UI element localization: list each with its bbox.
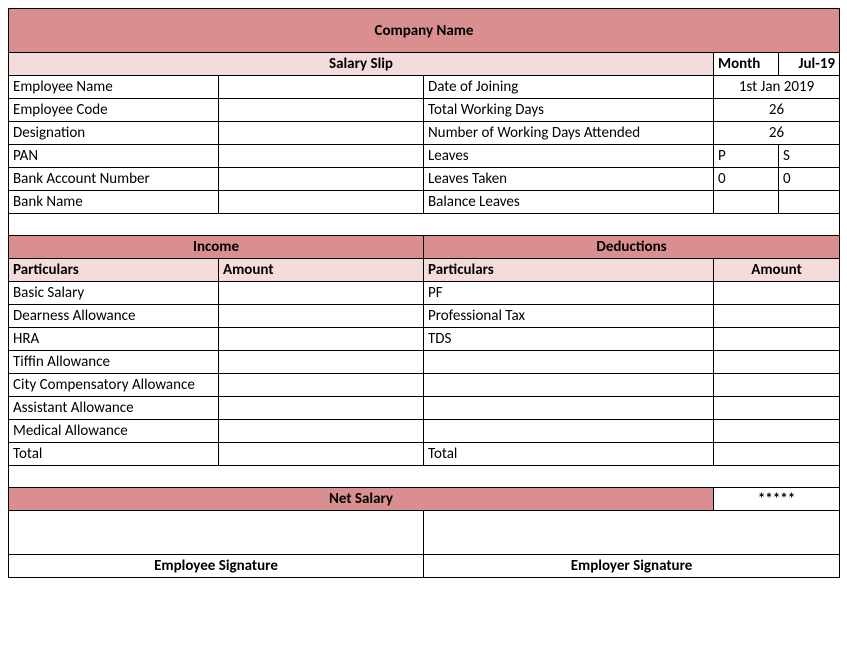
emp-name-value	[219, 76, 424, 99]
deduction-row	[424, 397, 714, 420]
income-amount	[219, 351, 424, 374]
income-row: HRA	[9, 328, 219, 351]
salary-slip-table: Company Name Salary Slip Month Jul-19 Em…	[8, 8, 840, 578]
deduction-row	[424, 374, 714, 397]
deduction-amount	[714, 420, 840, 443]
nwda-value: 26	[714, 122, 840, 145]
leaves-taken-p: 0	[714, 168, 779, 191]
deductions-particulars-label: Particulars	[424, 259, 714, 282]
leaves-label: Leaves	[424, 145, 714, 168]
month-value: Jul-19	[779, 53, 840, 76]
net-salary-value: *****	[714, 488, 840, 511]
pan-label: PAN	[9, 145, 219, 168]
employee-signature-label: Employee Signature	[9, 555, 424, 578]
leaves-s: S	[779, 145, 840, 168]
deductions-total-amount	[714, 443, 840, 466]
bank-name-value	[219, 191, 424, 214]
income-total-label: Total	[9, 443, 219, 466]
income-amount	[219, 374, 424, 397]
income-row: Tiffin Allowance	[9, 351, 219, 374]
income-row: Dearness Allowance	[9, 305, 219, 328]
salary-slip-label: Salary Slip	[9, 53, 714, 76]
employee-sig-space	[9, 511, 424, 555]
nwda-label: Number of Working Days Attended	[424, 122, 714, 145]
emp-code-label: Employee Code	[9, 99, 219, 122]
designation-label: Designation	[9, 122, 219, 145]
income-row: City Compensatory Allowance	[9, 374, 219, 397]
income-amount	[219, 397, 424, 420]
deductions-total-label: Total	[424, 443, 714, 466]
month-label: Month	[714, 53, 779, 76]
doj-value: 1st Jan 2019	[714, 76, 840, 99]
doj-label: Date of Joining	[424, 76, 714, 99]
income-amount	[219, 420, 424, 443]
deduction-amount	[714, 305, 840, 328]
income-header: Income	[9, 236, 424, 259]
spacer	[9, 466, 840, 488]
bank-name-label: Bank Name	[9, 191, 219, 214]
balance-leaves-s	[779, 191, 840, 214]
employer-signature-label: Employer Signature	[424, 555, 840, 578]
balance-leaves-label: Balance Leaves	[424, 191, 714, 214]
emp-code-value	[219, 99, 424, 122]
deduction-amount	[714, 282, 840, 305]
twd-value: 26	[714, 99, 840, 122]
deduction-row	[424, 351, 714, 374]
twd-label: Total Working Days	[424, 99, 714, 122]
income-row: Medical Allowance	[9, 420, 219, 443]
balance-leaves-p	[714, 191, 779, 214]
deduction-row: PF	[424, 282, 714, 305]
net-salary-label: Net Salary	[9, 488, 714, 511]
income-amount	[219, 305, 424, 328]
income-amount-label: Amount	[219, 259, 424, 282]
deduction-amount	[714, 351, 840, 374]
income-amount	[219, 328, 424, 351]
emp-name-label: Employee Name	[9, 76, 219, 99]
designation-value	[219, 122, 424, 145]
deduction-row: Professional Tax	[424, 305, 714, 328]
leaves-taken-label: Leaves Taken	[424, 168, 714, 191]
pan-value	[219, 145, 424, 168]
income-particulars-label: Particulars	[9, 259, 219, 282]
bank-acct-value	[219, 168, 424, 191]
bank-acct-label: Bank Account Number	[9, 168, 219, 191]
leaves-p: P	[714, 145, 779, 168]
deduction-amount	[714, 374, 840, 397]
deductions-header: Deductions	[424, 236, 840, 259]
income-row: Basic Salary	[9, 282, 219, 305]
income-row: Assistant Allowance	[9, 397, 219, 420]
deduction-row: TDS	[424, 328, 714, 351]
deduction-row	[424, 420, 714, 443]
leaves-taken-s: 0	[779, 168, 840, 191]
deduction-amount	[714, 328, 840, 351]
deductions-amount-label: Amount	[714, 259, 840, 282]
spacer	[9, 214, 840, 236]
employer-sig-space	[424, 511, 840, 555]
deduction-amount	[714, 397, 840, 420]
income-total-amount	[219, 443, 424, 466]
income-amount	[219, 282, 424, 305]
company-name-header: Company Name	[9, 9, 840, 53]
